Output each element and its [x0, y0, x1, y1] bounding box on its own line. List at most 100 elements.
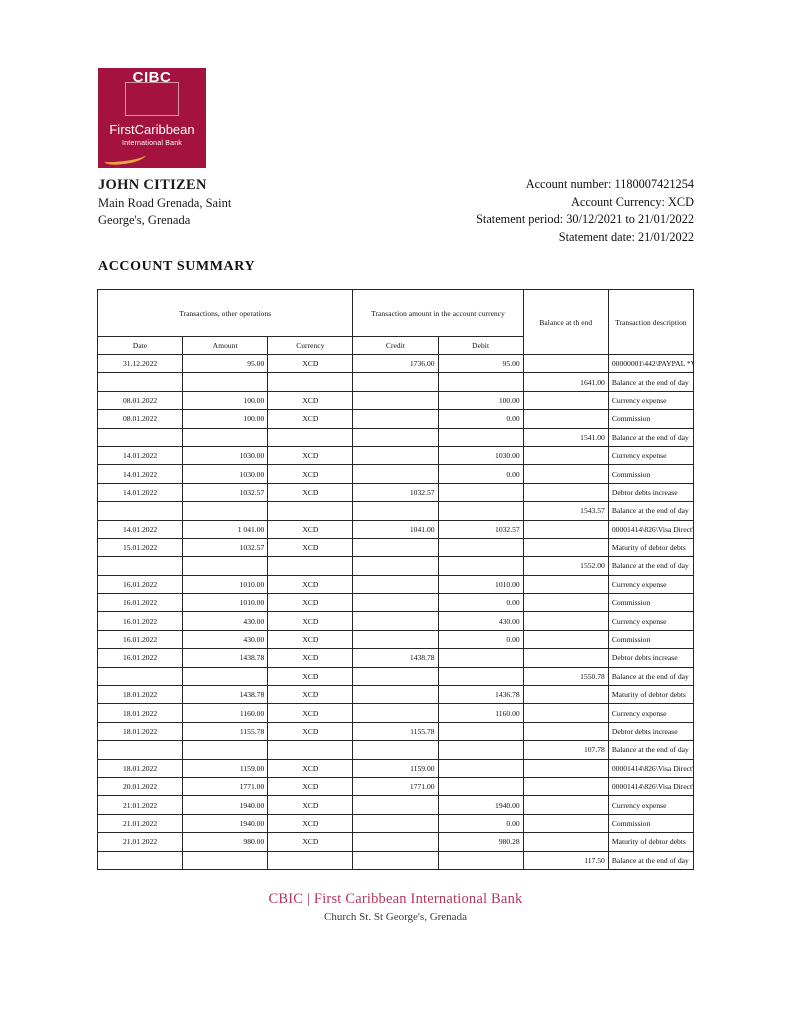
table-row: 1541.00 Balance at the end of day: [96, 427, 695, 447]
cell-currency: XCD: [267, 813, 354, 834]
cell-date: 14.01.2022: [96, 482, 184, 503]
table-row: 14.01.2022 1 041.00 XCD 1041.00 1032.57 00001…: [96, 519, 695, 539]
cell-debit: 1160.00: [437, 703, 524, 723]
cell-amount: 1032.57: [182, 482, 269, 503]
cell-credit: [352, 666, 439, 687]
cell-description: Currency expense: [607, 703, 695, 723]
cell-date: 14.01.2022: [96, 519, 184, 539]
table-row: 21.01.2022 1940.00 XCD 1940.00 Currency expe…: [96, 795, 695, 815]
cell-amount: 1030.00: [182, 464, 269, 484]
cell-balance: [522, 611, 609, 631]
cell-credit: 1032.57: [352, 482, 439, 503]
cell-date: 18.01.2022: [96, 721, 184, 742]
table-row: 08.01.2022 100.00 XCD 0.00 Commission: [96, 409, 695, 429]
cell-credit: 1771.00: [352, 776, 439, 797]
cell-description: Currency expense: [607, 574, 695, 595]
transactions-table: Transactions, other operations Transacti…: [96, 289, 695, 870]
cell-description: Debtor debts increase: [607, 482, 695, 503]
cell-debit: [437, 648, 524, 668]
table-row: 16.01.2022 1010.00 XCD 0.00 Commission: [96, 593, 695, 613]
account-number-label: Account number:: [525, 177, 612, 191]
cell-balance: [522, 409, 609, 429]
header-date: Date: [96, 336, 184, 355]
table-row: 08.01.2022 100.00 XCD 100.00 Currency expens…: [96, 390, 695, 411]
cell-amount: [182, 666, 269, 687]
cibc-logo: CIBC FirstCaribbean International Bank: [98, 68, 206, 168]
header-amount-group: Transaction amount in the account curren…: [352, 289, 524, 337]
cell-description: Commission: [607, 464, 695, 484]
cell-debit: 430.00: [437, 611, 524, 631]
cell-date: 14.01.2022: [96, 464, 184, 484]
table-row: 14.01.2022 1030.00 XCD 1030.00 Currency expe…: [96, 445, 695, 466]
cell-date: 16.01.2022: [96, 593, 184, 613]
account-number-value: 1180007421254: [614, 177, 694, 191]
cell-description: Maturity of debtor debts: [607, 685, 695, 705]
cell-currency: XCD: [267, 629, 354, 650]
cell-debit: 1032.57: [437, 519, 524, 539]
footer-bank-name: CBIC | First Caribbean International Ban…: [268, 891, 523, 907]
cell-credit: [352, 556, 439, 576]
cell-date: [96, 501, 184, 521]
table-row: 15.01.2022 1032.57 XCD Maturity of debtor d…: [96, 537, 695, 558]
cell-currency: XCD: [267, 445, 354, 466]
table-header-sub-row: Date Amount Currency Credit Debit: [96, 336, 694, 355]
header-credit: Credit: [352, 336, 439, 355]
statement-date-row: Statement date: 21/01/2022: [476, 229, 694, 247]
cell-currency: XCD: [267, 703, 354, 723]
table-row: 16.01.2022 1438.78 XCD 1438.78 Debtor debts …: [96, 648, 695, 668]
cell-description: Maturity of debtor debts: [607, 832, 695, 852]
cell-description: Balance at the end of day: [607, 666, 695, 687]
cell-credit: [352, 703, 439, 723]
cell-currency: [267, 427, 354, 447]
cell-description: Balance at the end of day: [607, 740, 695, 760]
footer-bank-address: Church St. St George's, Grenada: [324, 911, 467, 923]
cell-credit: 1159.00: [352, 758, 439, 778]
cell-balance: [522, 648, 609, 668]
account-number-row: Account number: 1180007421254: [476, 176, 694, 194]
header-amount: Amount: [182, 336, 269, 355]
cell-currency: XCD: [267, 611, 354, 631]
cell-amount: [182, 427, 269, 447]
cell-balance: 1543.57: [522, 501, 609, 521]
cell-debit: 95.00: [437, 353, 524, 374]
cell-currency: [267, 556, 354, 576]
cell-amount: 1940.00: [182, 813, 269, 834]
statement-date-value: 21/01/2022: [637, 229, 694, 244]
cell-credit: [352, 593, 439, 613]
cell-currency: XCD: [267, 795, 354, 815]
cell-debit: [437, 482, 524, 503]
cell-amount: [182, 850, 269, 870]
table-row: 18.01.2022 1155.78 XCD 1155.78 Debtor debts …: [96, 721, 695, 742]
cell-credit: [352, 795, 439, 815]
cell-date: 31.12.2022: [96, 353, 184, 374]
cell-debit: 980.28: [437, 832, 524, 852]
table-row: 31.12.2022 95.00 XCD 1736.00 95.00 00000001\4…: [96, 353, 695, 374]
cell-amount: 95.00: [182, 353, 269, 374]
cell-credit: 1438.78: [352, 648, 439, 668]
cell-currency: XCD: [267, 758, 354, 778]
cell-currency: [267, 501, 354, 521]
cell-credit: [352, 501, 439, 521]
cell-balance: [522, 537, 609, 558]
cell-date: [96, 666, 184, 687]
cell-credit: 1736.00: [352, 353, 439, 374]
cell-date: 20.01.2022: [96, 776, 184, 797]
cell-date: 18.01.2022: [96, 703, 184, 723]
cell-amount: 1438.78: [182, 648, 269, 668]
cell-balance: [522, 390, 609, 411]
table-row: 21.01.2022 1940.00 XCD 0.00 Commission: [96, 813, 695, 834]
table-header: Transactions, other operations Transacti…: [96, 289, 695, 355]
table-row: 117.50 Balance at the end of day: [96, 850, 695, 870]
table-row: 16.01.2022 1010.00 XCD 1010.00 Currency expe…: [96, 574, 695, 595]
customer-name: JOHN CITIZEN: [98, 177, 207, 193]
cell-credit: [352, 740, 439, 760]
statement-date-label: Statement date:: [558, 229, 635, 244]
cell-credit: [352, 832, 439, 852]
cell-balance: [522, 353, 609, 374]
cell-balance: 1641.00: [522, 372, 609, 392]
cell-amount: 980.00: [182, 832, 269, 852]
cell-description: Currency expense: [607, 795, 695, 815]
table-body: 31.12.2022 95.00 XCD 1736.00 95.00 00000001\4…: [96, 353, 695, 870]
cell-date: [96, 427, 184, 447]
